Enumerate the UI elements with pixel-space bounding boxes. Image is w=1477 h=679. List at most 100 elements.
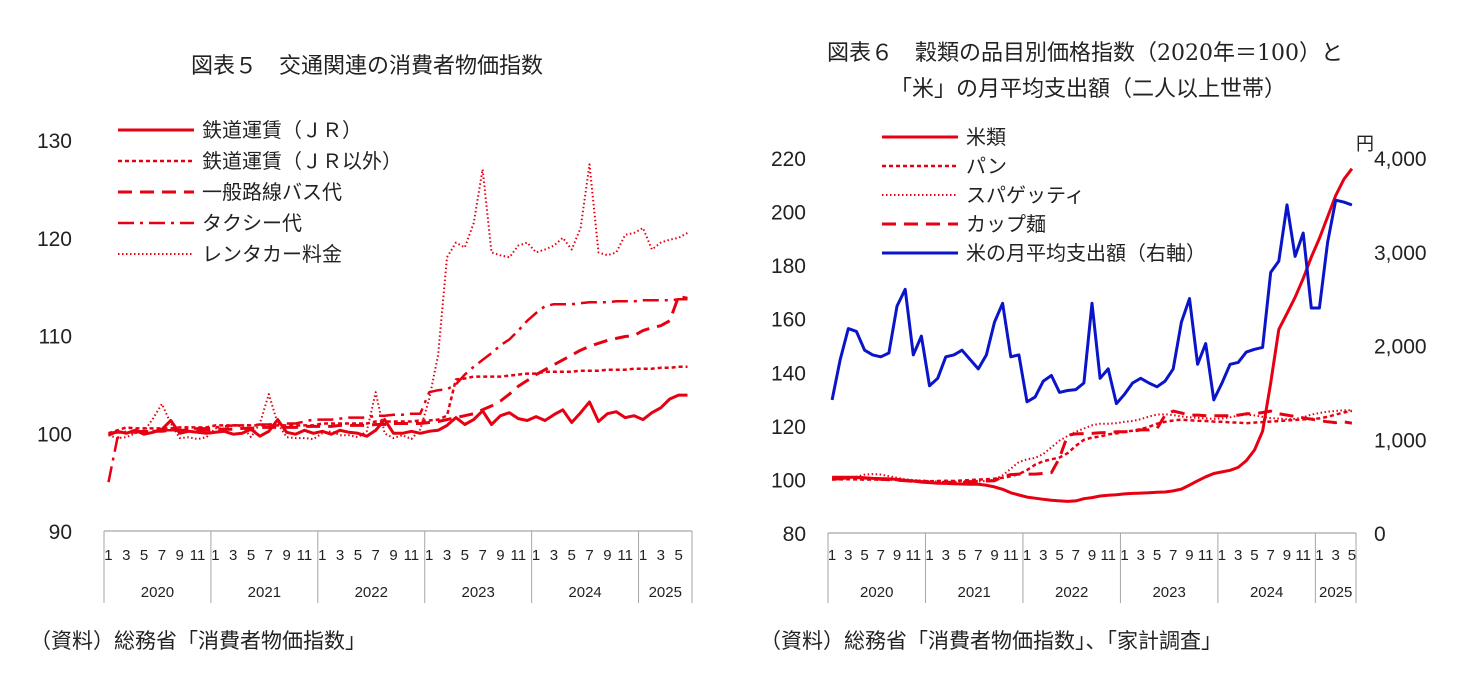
chart6-y2tick-label: 0 [1374, 523, 1386, 546]
chart6-month-label: 7 [1267, 547, 1275, 564]
chart5-title: 図表５ 交通関連の消費者物価指数 [191, 54, 543, 79]
chart5-series-line-3 [107, 298, 688, 483]
chart6-series-line-2 [832, 409, 1352, 484]
chart5-month-label: 1 [639, 547, 647, 564]
chart6-month-label: 9 [1283, 547, 1291, 564]
chart5-legend-label: 鉄道運賃（ＪＲ以外） [202, 149, 402, 173]
chart5-series-line-1 [108, 365, 688, 435]
chart5-month-label: 3 [550, 547, 558, 564]
chart5-legend-label: タクシー代 [202, 211, 302, 235]
chart5-ytick-label: 110 [39, 326, 72, 349]
chart6-legend-label: 米の月平均支出額（右軸） [966, 241, 1206, 265]
chart6-month-label: 3 [1137, 547, 1145, 564]
chart5-year-label: 2025 [649, 584, 682, 601]
chart6-month-label: 11 [1003, 547, 1019, 564]
chart6-legend-label: スパゲッティ [966, 183, 1085, 207]
chart6-month-label: 11 [906, 547, 922, 564]
chart5-month-label: 1 [532, 547, 540, 564]
chart6-month-label: 5 [1055, 547, 1063, 564]
chart6-ytick-label: 200 [771, 202, 806, 225]
chart6-legend-label: 米類 [966, 125, 1006, 149]
chart5-month-label: 11 [510, 547, 526, 564]
chart6-month-label: 9 [1088, 547, 1096, 564]
chart5-month-label: 3 [657, 547, 665, 564]
chart6-month-label: 3 [942, 547, 950, 564]
chart5-month-label: 3 [229, 547, 237, 564]
chart6-ytick-label: 160 [771, 309, 806, 332]
chart6-y2tick-label: 4,000 [1374, 148, 1427, 171]
chart5-month-label: 3 [443, 547, 451, 564]
chart5-ytick-label: 90 [49, 521, 72, 544]
chart6-month-label: 5 [1153, 547, 1161, 564]
chart5-month-label: 1 [211, 547, 219, 564]
chart6-series-line-1 [832, 409, 1353, 483]
chart5-series-line-2 [108, 294, 688, 435]
chart6-year-label: 2022 [1055, 584, 1088, 601]
chart6-series-line-4 [830, 198, 1353, 406]
chart5-month-label: 11 [190, 547, 206, 564]
chart6-title: 図表６ 穀類の品目別価格指数（2020年＝100）と [827, 41, 1343, 66]
chart5-month-label: 9 [389, 547, 397, 564]
chart6-month-label: 3 [1332, 547, 1340, 564]
chart6-month-label: 9 [990, 547, 998, 564]
chart6-month-label: 3 [1234, 547, 1242, 564]
chart6-month-label: 3 [1039, 547, 1047, 564]
chart5-month-label: 3 [122, 547, 130, 564]
chart5-series-line-0 [107, 393, 688, 438]
chart5-month-label: 9 [282, 547, 290, 564]
chart5-month-label: 11 [297, 547, 313, 564]
chart6-year-label: 2025 [1319, 584, 1352, 601]
chart6-legend-label: パン [966, 154, 1007, 178]
chart6-year-label: 2021 [958, 584, 991, 601]
chart5-month-label: 5 [140, 547, 148, 564]
chart5-legend-label: 一般路線バス代 [202, 180, 342, 204]
chart5-month-label: 7 [585, 547, 593, 564]
chart6-y2tick-label: 1,000 [1374, 429, 1427, 452]
chart6-month-label: 3 [844, 547, 852, 564]
chart6-month-label: 1 [828, 547, 836, 564]
chart5-year-label: 2023 [461, 584, 494, 601]
chart6-ytick-label: 80 [783, 523, 806, 546]
chart6-title-line2: 「米」の月平均支出額（二人以上世帯） [890, 77, 1286, 102]
chart6-ytick-label: 180 [771, 255, 806, 278]
chart5-year-label: 2020 [141, 584, 174, 601]
chart6-ytick-label: 120 [771, 416, 806, 439]
chart5-month-label: 9 [496, 547, 504, 564]
chart5-source: （資料）総務省「消費者物価指数」 [30, 629, 366, 653]
chart6-month-label: 5 [860, 547, 868, 564]
chart6-month-label: 5 [1250, 547, 1258, 564]
chart6-right-axis-unit: 円 [1356, 134, 1374, 155]
chart5-year-label: 2022 [355, 584, 388, 601]
chart6-month-label: 7 [877, 547, 885, 564]
chart5-month-label: 5 [247, 547, 255, 564]
chart6-ytick-label: 220 [771, 148, 806, 171]
chart5-month-label: 7 [158, 547, 166, 564]
chart6-year-label: 2024 [1250, 584, 1283, 601]
chart5-month-label: 11 [404, 547, 420, 564]
chart6-month-label: 7 [1169, 547, 1177, 564]
chart6-month-label: 1 [1120, 547, 1128, 564]
chart5-month-label: 5 [674, 547, 682, 564]
chart6-ytick-label: 140 [771, 362, 806, 385]
chart6-month-label: 1 [1218, 547, 1226, 564]
chart6-legend-label: カップ麺 [966, 212, 1046, 236]
chart5-month-label: 1 [318, 547, 326, 564]
chart5-month-label: 9 [603, 547, 611, 564]
chart6-month-label: 7 [974, 547, 982, 564]
chart5-month-label: 9 [176, 547, 184, 564]
chart6-month-label: 9 [893, 547, 901, 564]
chart6-month-label: 11 [1295, 547, 1311, 564]
chart5-month-label: 3 [336, 547, 344, 564]
chart6-y2tick-label: 2,000 [1374, 336, 1427, 359]
chart6: 80 100 120 140 160 180 200 220 0 1,000 2,000 3,000 4… [771, 125, 1427, 603]
chart5-month-label: 5 [461, 547, 469, 564]
chart5-series-line-4 [108, 163, 688, 441]
chart6-month-label: 5 [1348, 547, 1356, 564]
chart5-month-label: 7 [372, 547, 380, 564]
chart6-month-label: 1 [1023, 547, 1031, 564]
chart6-series-line-3 [831, 409, 1353, 484]
chart6-month-label: 1 [925, 547, 933, 564]
chart6-ytick-label: 100 [771, 469, 806, 492]
